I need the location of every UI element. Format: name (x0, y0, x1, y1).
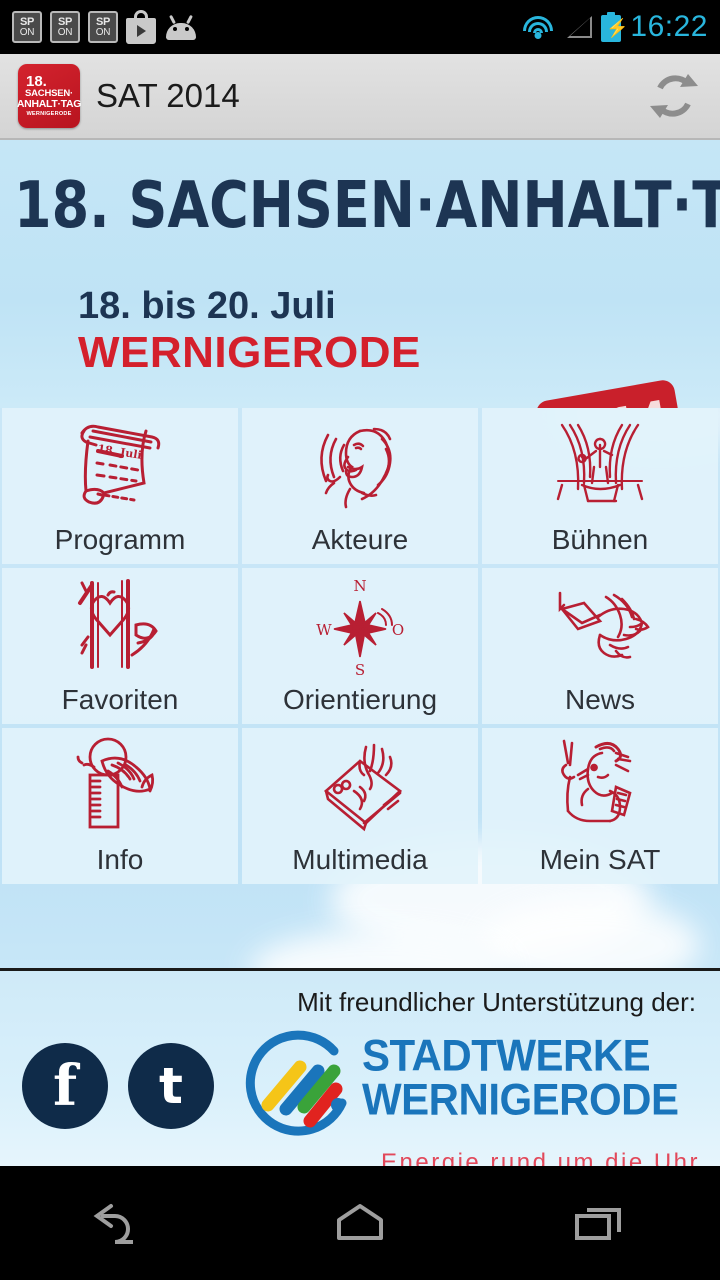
play-store-icon (126, 10, 156, 44)
stadtwerke-logo-icon (245, 1030, 347, 1136)
page-title: SAT 2014 (96, 77, 240, 114)
cellular-signal-icon (564, 14, 593, 40)
person-pointing-icon (482, 728, 718, 846)
battery-charging-icon: ⚡ (601, 12, 629, 42)
android-navigation-bar (0, 1166, 720, 1280)
compass-south: S (355, 661, 365, 679)
tile-orientierung[interactable]: N W O S Orientierung (242, 568, 478, 724)
spon-line2: ON (57, 26, 73, 38)
app-icon-line1: 18. (26, 72, 47, 90)
tile-label: News (564, 684, 635, 715)
status-clock: 16:22 (630, 10, 708, 43)
banner-date: 18. bis 20. Juli (78, 285, 336, 327)
facebook-glyph: f (52, 1053, 78, 1119)
app-icon-line3: ANHALT·TAG (16, 98, 82, 111)
status-notification-icons: SP ON SP ON SP ON (12, 10, 198, 44)
tile-info[interactable]: Info (2, 728, 238, 884)
spon-line2: ON (95, 26, 111, 38)
tile-label: Mein SAT (539, 844, 661, 875)
year-badge-label: 2014 (546, 389, 675, 408)
event-banner: 18. SACHSEN·ANHALT·TAG 18. bis 20. Juli … (0, 140, 720, 408)
spon-line2: ON (19, 26, 35, 38)
sponsor-line2: WERNIGERODE (362, 1073, 679, 1125)
spon-notification-icon: SP ON (50, 11, 80, 43)
dove-letter-icon (482, 568, 718, 686)
banner-headline-text: 18. SACHSEN·ANHALT·TAG (14, 168, 720, 243)
recent-apps-icon[interactable] (525, 1166, 675, 1280)
refresh-icon[interactable] (646, 68, 702, 124)
tile-multimedia[interactable]: Multimedia (242, 728, 478, 884)
tile-akteure[interactable]: Akteure (242, 408, 478, 564)
spon-notification-icon: SP ON (88, 11, 118, 43)
menu-grid: 18. Juli Programm (0, 408, 720, 884)
android-head-icon (164, 14, 198, 40)
twitter-icon[interactable]: t (128, 1043, 214, 1129)
spon-line1: SP (57, 15, 73, 28)
banner-city: WERNIGERODE (78, 328, 421, 377)
compass-east: O (392, 621, 404, 639)
spon-line1: SP (95, 15, 111, 28)
wifi-icon (521, 14, 555, 40)
tile-label: Favoriten (61, 684, 179, 715)
sponsor-tagline: Energie rund um die Uhr (381, 1149, 700, 1166)
sachsen-anhalt-tag-app-icon: 18. SACHSEN· ANHALT·TAG WERNIGERODE (16, 64, 82, 128)
tile-news[interactable]: News (482, 568, 718, 724)
fish-info-post-icon (2, 728, 238, 846)
tile-buehnen[interactable]: Bühnen (482, 408, 718, 564)
back-icon[interactable] (45, 1166, 195, 1280)
app-icon-line4: WERNIGERODE (26, 111, 72, 118)
sponsor-name: STADTWERKE WERNIGERODE (362, 1029, 679, 1125)
status-system-icons: ⚡ 16:22 (521, 10, 708, 44)
compass-north: N (353, 577, 366, 595)
twitter-glyph: t (159, 1057, 183, 1115)
tile-label: Akteure (311, 524, 409, 555)
action-bar: 18. SACHSEN· ANHALT·TAG WERNIGERODE SAT … (0, 54, 720, 140)
heart-carved-tree-icon (2, 568, 238, 686)
spon-line1: SP (19, 15, 35, 28)
banner-headline: 18. SACHSEN·ANHALT·TAG (14, 168, 720, 242)
app-icon-line2: SACHSEN· (24, 88, 73, 100)
hand-smartphone-icon (242, 728, 478, 846)
spon-notification-icon: SP ON (12, 11, 42, 43)
home-icon[interactable] (285, 1166, 435, 1280)
tile-label: Bühnen (551, 524, 649, 555)
compass-rose-icon: N W O S (242, 568, 478, 686)
facebook-icon[interactable]: f (22, 1043, 108, 1129)
sponsor-line1: STADTWERKE (362, 1029, 651, 1081)
year-badge: 2014 (534, 378, 686, 408)
compass-west: W (316, 621, 332, 639)
scroll-program-icon: 18. Juli (2, 408, 238, 526)
tile-programm[interactable]: 18. Juli Programm (2, 408, 238, 564)
tile-label: Info (96, 844, 144, 875)
support-text: Mit freundlicher Unterstützung der: (297, 987, 696, 1017)
tile-label: Orientierung (282, 684, 438, 715)
tile-mein-sat[interactable]: Mein SAT (482, 728, 718, 884)
sponsor-footer: Mit freundlicher Unterstützung der: f t … (0, 968, 720, 1166)
tile-label: Multimedia (292, 844, 428, 875)
singer-performer-icon (242, 408, 478, 526)
tile-label: Programm (54, 524, 186, 555)
status-bar: SP ON SP ON SP ON (0, 0, 720, 54)
tile-favoriten[interactable]: Favoriten (2, 568, 238, 724)
stage-curtain-icon (482, 408, 718, 526)
